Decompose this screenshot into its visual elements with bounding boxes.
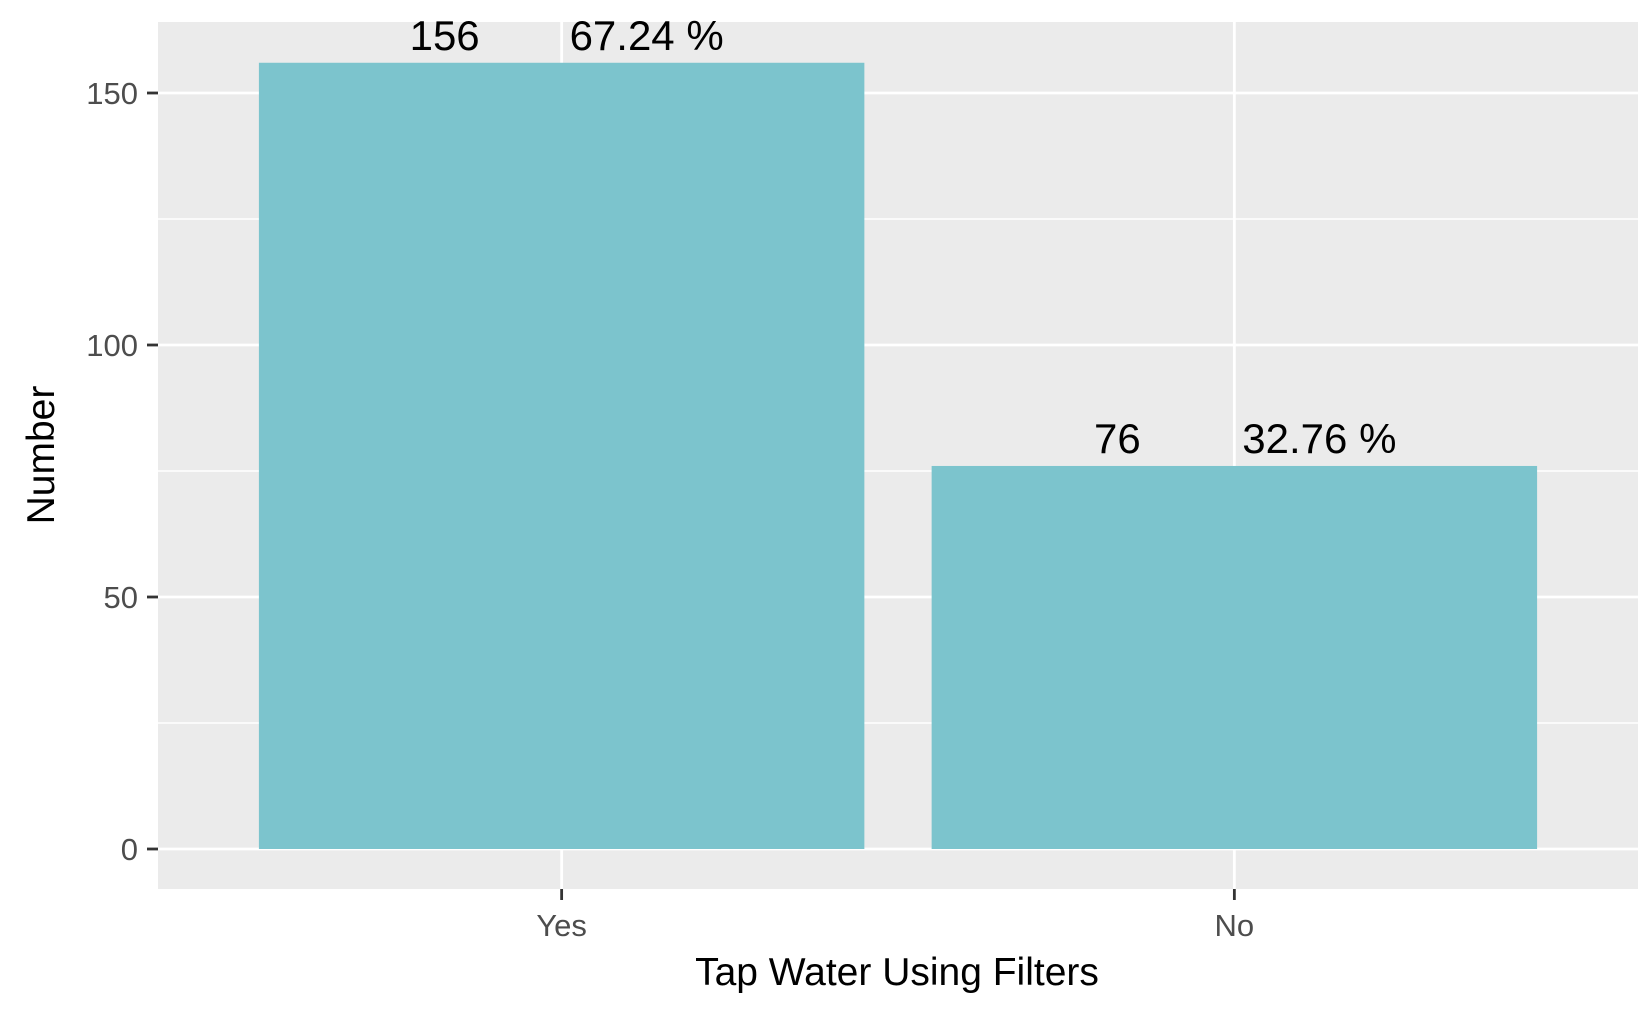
y-tick-label: 150 xyxy=(86,76,138,111)
bars xyxy=(258,62,1538,849)
bar-labels: 156 67.24 % 76 32.76 % xyxy=(410,12,1397,462)
x-tick-label: Yes xyxy=(536,908,587,943)
bar-no xyxy=(931,465,1538,849)
y-tick-label: 0 xyxy=(121,832,138,867)
x-axis: Yes No xyxy=(536,889,1254,943)
y-axis-title: Number xyxy=(20,386,63,525)
bar-percent-label: 32.76 % xyxy=(1242,415,1396,462)
x-axis-title: Tap Water Using Filters xyxy=(695,951,1099,994)
y-tick-label: 100 xyxy=(86,328,138,363)
x-tick-label: No xyxy=(1215,908,1255,943)
y-axis: 0 50 100 150 xyxy=(86,76,158,867)
bar-count-label: 156 xyxy=(410,12,480,59)
y-tick-label: 50 xyxy=(104,580,138,615)
bar-percent-label: 67.24 % xyxy=(570,12,724,59)
bar-count-label: 76 xyxy=(1094,415,1141,462)
bar-yes xyxy=(258,62,865,849)
